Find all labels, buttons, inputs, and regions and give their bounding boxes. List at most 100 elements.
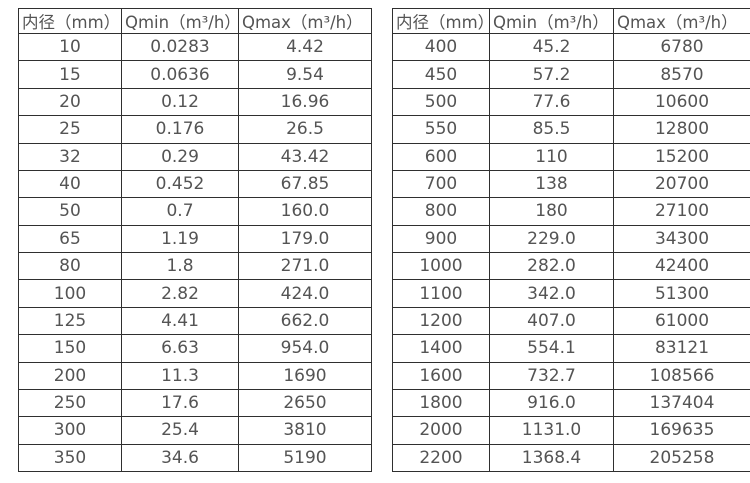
diameter-cell: 1200 xyxy=(392,306,490,336)
table-row: 20 0.12 16.96 xyxy=(18,87,372,117)
qmin-cell: 11.3 xyxy=(121,361,239,390)
qmin-cell: 110 xyxy=(489,142,614,171)
diameter-cell: 10 xyxy=(18,32,122,62)
qmax-cell: 16.96 xyxy=(238,87,372,117)
diameter-cell: 300 xyxy=(18,416,122,445)
diameter-cell: 400 xyxy=(392,32,490,62)
table-row: 15 0.0636 9.54 xyxy=(18,60,372,89)
qmax-column-header: Qmax（m³/h） xyxy=(238,8,372,34)
table-row: 80 1.8 271.0 xyxy=(18,251,372,281)
flow-table-large-diameters: 内径（mm） Qmin（m³/h） Qmax（m³/h） 400 45.2 6780 450… xyxy=(392,8,750,473)
qmax-cell: 9.54 xyxy=(238,60,372,89)
qmin-cell: 0.12 xyxy=(121,87,239,117)
diameter-cell: 20 xyxy=(18,87,122,117)
diameter-cell: 65 xyxy=(18,224,122,254)
table-row: 2000 1131.0 169635 xyxy=(392,416,750,445)
table-row: 1400 554.1 83121 xyxy=(392,334,750,363)
diameter-cell: 900 xyxy=(392,224,490,254)
diameter-cell: 600 xyxy=(392,142,490,171)
qmin-cell: 34.6 xyxy=(121,443,239,473)
qmax-cell: 8570 xyxy=(613,60,750,89)
qmax-cell: 954.0 xyxy=(238,334,372,363)
flow-table-small-diameters: 内径（mm） Qmin（m³/h） Qmax（m³/h） 10 0.0283 4.42 15… xyxy=(18,8,372,473)
qmax-cell: 34300 xyxy=(613,224,750,254)
qmax-cell: 169635 xyxy=(613,416,750,445)
qmax-cell: 4.42 xyxy=(238,32,372,62)
diameter-cell: 450 xyxy=(392,60,490,89)
diameter-cell: 125 xyxy=(18,306,122,336)
table-row: 1200 407.0 61000 xyxy=(392,306,750,336)
table-row: 150 6.63 954.0 xyxy=(18,334,372,363)
diameter-cell: 80 xyxy=(18,251,122,281)
qmin-cell: 0.0636 xyxy=(121,60,239,89)
qmin-cell: 407.0 xyxy=(489,306,614,336)
qmax-cell: 6780 xyxy=(613,32,750,62)
qmax-cell: 20700 xyxy=(613,169,750,199)
qmin-cell: 0.7 xyxy=(121,197,239,226)
diameter-cell: 150 xyxy=(18,334,122,363)
table-row: 800 180 27100 xyxy=(392,197,750,226)
diameter-cell: 200 xyxy=(18,361,122,390)
table-row: 32 0.29 43.42 xyxy=(18,142,372,171)
diameter-cell: 15 xyxy=(18,60,122,89)
diameter-cell: 700 xyxy=(392,169,490,199)
table-row: 200 11.3 1690 xyxy=(18,361,372,390)
qmax-cell: 662.0 xyxy=(238,306,372,336)
qmin-cell: 554.1 xyxy=(489,334,614,363)
qmin-cell: 1131.0 xyxy=(489,416,614,445)
table-row: 600 110 15200 xyxy=(392,142,750,171)
table-row: 1600 732.7 108566 xyxy=(392,361,750,390)
qmax-cell: 2650 xyxy=(238,388,372,418)
qmin-cell: 0.452 xyxy=(121,169,239,199)
qmin-cell: 732.7 xyxy=(489,361,614,390)
diameter-cell: 1000 xyxy=(392,251,490,281)
qmin-cell: 85.5 xyxy=(489,115,614,144)
qmax-cell: 424.0 xyxy=(238,279,372,308)
qmax-column-header: Qmax（m³/h） xyxy=(613,8,750,34)
diameter-cell: 350 xyxy=(18,443,122,473)
qmax-cell: 3810 xyxy=(238,416,372,445)
table-row: 300 25.4 3810 xyxy=(18,416,372,445)
header-row: 内径（mm） Qmin（m³/h） Qmax（m³/h） xyxy=(18,8,372,34)
diameter-cell: 50 xyxy=(18,197,122,226)
table-row: 10 0.0283 4.42 xyxy=(18,32,372,62)
qmin-cell: 45.2 xyxy=(489,32,614,62)
qmin-cell: 25.4 xyxy=(121,416,239,445)
qmax-cell: 205258 xyxy=(613,443,750,473)
qmin-cell: 4.41 xyxy=(121,306,239,336)
table-row: 65 1.19 179.0 xyxy=(18,224,372,254)
diameter-cell: 250 xyxy=(18,388,122,418)
qmax-cell: 179.0 xyxy=(238,224,372,254)
table-row: 900 229.0 34300 xyxy=(392,224,750,254)
qmax-cell: 137404 xyxy=(613,388,750,418)
table-row: 25 0.176 26.5 xyxy=(18,115,372,144)
qmin-cell: 2.82 xyxy=(121,279,239,308)
qmax-cell: 1690 xyxy=(238,361,372,390)
diameter-cell: 25 xyxy=(18,115,122,144)
table-row: 50 0.7 160.0 xyxy=(18,197,372,226)
qmin-cell: 229.0 xyxy=(489,224,614,254)
table-row: 450 57.2 8570 xyxy=(392,60,750,89)
qmax-cell: 27100 xyxy=(613,197,750,226)
qmin-cell: 916.0 xyxy=(489,388,614,418)
qmin-cell: 1.8 xyxy=(121,251,239,281)
qmin-cell: 282.0 xyxy=(489,251,614,281)
table-row: 1800 916.0 137404 xyxy=(392,388,750,418)
diameter-cell: 1600 xyxy=(392,361,490,390)
table-row: 700 138 20700 xyxy=(392,169,750,199)
table-row: 500 77.6 10600 xyxy=(392,87,750,117)
diameter-cell: 1100 xyxy=(392,279,490,308)
diameter-cell: 550 xyxy=(392,115,490,144)
qmin-cell: 57.2 xyxy=(489,60,614,89)
table-row: 350 34.6 5190 xyxy=(18,443,372,473)
qmax-cell: 61000 xyxy=(613,306,750,336)
diameter-cell: 2200 xyxy=(392,443,490,473)
table-row: 550 85.5 12800 xyxy=(392,115,750,144)
diameter-cell: 2000 xyxy=(392,416,490,445)
qmin-cell: 180 xyxy=(489,197,614,226)
table-row: 1000 282.0 42400 xyxy=(392,251,750,281)
qmax-cell: 42400 xyxy=(613,251,750,281)
table-row: 400 45.2 6780 xyxy=(392,32,750,62)
qmin-cell: 77.6 xyxy=(489,87,614,117)
